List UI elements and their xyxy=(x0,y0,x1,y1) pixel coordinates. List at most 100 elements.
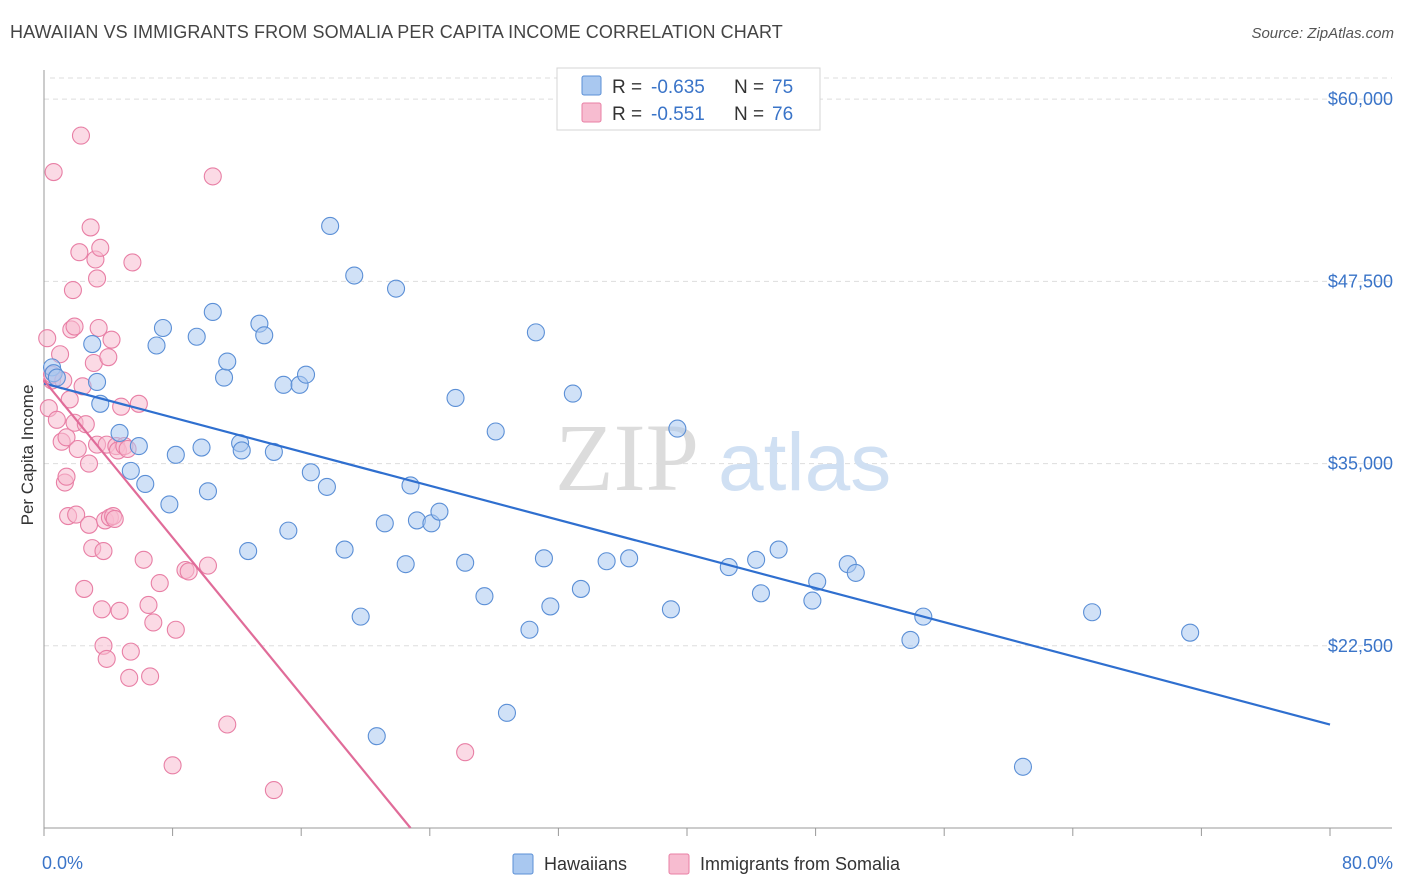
somalia-point-45 xyxy=(105,509,124,529)
somalia-point-25 xyxy=(79,454,99,473)
hawaiians-point-6 xyxy=(110,423,129,443)
x-tick-label-1: 80.0% xyxy=(1342,853,1393,873)
hawaiians-point-39 xyxy=(396,555,415,574)
bottom-legend-label-somalia: Immigrants from Somalia xyxy=(700,854,901,874)
hawaiians-point-43 xyxy=(430,502,449,521)
hawaiians-point-69 xyxy=(1013,757,1033,776)
hawaiians-point-36 xyxy=(367,727,386,746)
hawaiians-point-15 xyxy=(192,438,211,457)
hawaiians-point-52 xyxy=(541,597,560,616)
somalia-point-33 xyxy=(89,318,108,338)
legend-n-label-2: N = xyxy=(734,104,764,125)
hawaiians-point-8 xyxy=(129,437,148,456)
bottom-legend-swatch-somalia xyxy=(668,853,690,875)
hawaiians-point-9 xyxy=(136,474,155,494)
somalia-point-26 xyxy=(79,515,99,534)
legend-swatch-somalia xyxy=(581,102,602,123)
hawaiians-point-57 xyxy=(661,600,680,619)
hawaiians-point-45 xyxy=(456,553,475,572)
hawaiians-point-3 xyxy=(83,334,102,354)
watermark: ZIP atlas xyxy=(555,404,891,511)
somalia-point-61 xyxy=(163,756,182,775)
hawaiians-point-19 xyxy=(218,352,237,371)
hawaiians-point-11 xyxy=(153,318,173,338)
somalia-point-59 xyxy=(144,613,163,632)
legend-r-value-2: -0.551 xyxy=(651,104,705,125)
somalia-point-36 xyxy=(94,541,113,561)
hawaiians-point-48 xyxy=(497,703,517,722)
somalia-point-69 xyxy=(456,743,475,762)
hawaiians-point-10 xyxy=(147,336,166,355)
hawaiians-point-49 xyxy=(520,620,539,639)
somalia-point-43 xyxy=(102,330,121,349)
bottom-legend-label-hawaiians: Hawaiians xyxy=(544,854,627,874)
hawaiians-point-31 xyxy=(317,477,336,496)
hawaiians-point-46 xyxy=(475,587,494,606)
somalia-point-23 xyxy=(75,579,94,598)
hawaiians-point-32 xyxy=(321,216,340,236)
hawaiians-point-71 xyxy=(1181,623,1200,642)
hawaiians-point-53 xyxy=(563,384,582,403)
somalia-point-18 xyxy=(67,505,86,524)
hawaiians-point-22 xyxy=(239,541,258,561)
chart-title: HAWAIIAN VS IMMIGRANTS FROM SOMALIA PER … xyxy=(10,22,783,42)
somalia-point-66 xyxy=(203,167,222,186)
somalia-point-15 xyxy=(63,281,82,300)
hawaiians-point-7 xyxy=(121,461,140,480)
hawaiians-point-35 xyxy=(351,607,370,626)
somalia-point-65 xyxy=(198,556,218,575)
hawaiians-point-2 xyxy=(47,368,66,387)
hawaiians-point-24 xyxy=(255,326,274,345)
y-tick-labels: $22,500 $35,000 $47,500 $60,000 xyxy=(1328,89,1393,656)
axes xyxy=(43,70,1392,836)
hawaiians-point-12 xyxy=(160,495,179,514)
hawaiians-point-29 xyxy=(296,365,316,384)
somalia-point-31 xyxy=(87,269,107,288)
legend-r-label-2: R = xyxy=(612,104,642,125)
y-tick-label-2: $47,500 xyxy=(1328,271,1393,291)
hawaiians-point-67 xyxy=(901,630,920,650)
hawaiians-point-4 xyxy=(87,372,107,391)
somalia-point-52 xyxy=(120,668,139,687)
hawaiians-point-37 xyxy=(375,514,394,533)
hawaiians-point-18 xyxy=(214,368,234,387)
somalia-point-41 xyxy=(99,348,118,367)
hawaiians-trend-line xyxy=(43,382,1331,726)
watermark-atlas: atlas xyxy=(718,417,891,508)
hawaiians-point-55 xyxy=(597,552,616,571)
hawaiians-point-30 xyxy=(301,463,320,482)
hawaiians-point-33 xyxy=(335,540,354,559)
somalia-point-56 xyxy=(134,550,153,569)
somalia-point-54 xyxy=(123,253,142,272)
hawaiians-point-63 xyxy=(803,591,822,610)
hawaiians-point-34 xyxy=(345,266,364,285)
hawaiians-point-56 xyxy=(620,549,639,568)
hawaiians-point-51 xyxy=(534,549,553,568)
hawaiians-point-44 xyxy=(446,388,465,408)
bottom-legend-swatch-hawaiians xyxy=(512,853,534,875)
series-hawaiians-points xyxy=(42,216,1200,776)
somalia-point-64 xyxy=(179,562,198,581)
trend-lines xyxy=(43,379,1331,829)
y-tick-label-0: $22,500 xyxy=(1328,636,1393,656)
somalia-point-35 xyxy=(92,600,111,619)
somalia-point-5 xyxy=(47,410,66,429)
hawaiians-point-21 xyxy=(232,441,251,460)
somalia-trend-line xyxy=(43,379,412,829)
source-credit: Source: ZipAtlas.com xyxy=(1251,25,1394,42)
hawaiians-point-60 xyxy=(747,550,766,569)
hawaiians-point-38 xyxy=(386,279,406,298)
hawaiians-point-58 xyxy=(668,419,687,438)
somalia-point-11 xyxy=(57,467,76,486)
somalia-point-49 xyxy=(112,397,131,416)
grid-lines xyxy=(44,77,1392,647)
y-tick-label-3: $60,000 xyxy=(1328,89,1393,109)
somalia-point-6 xyxy=(51,345,70,364)
somalia-point-4 xyxy=(44,162,63,182)
stats-legend: R = -0.635 N = 75 R = -0.551 N = 76 xyxy=(556,67,821,131)
legend-r-value-1: -0.635 xyxy=(651,77,705,98)
somalia-point-19 xyxy=(68,439,87,459)
hawaiians-point-66 xyxy=(846,563,865,582)
series-somalia-points xyxy=(38,126,475,800)
y-tick-label-1: $35,000 xyxy=(1328,454,1393,474)
